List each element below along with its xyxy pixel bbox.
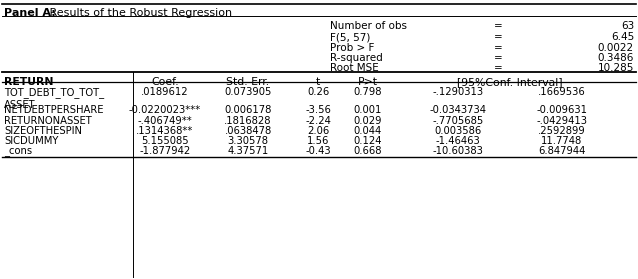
Text: 0.668: 0.668 <box>353 146 382 156</box>
Text: 6.45: 6.45 <box>611 32 634 42</box>
Text: .0189612: .0189612 <box>141 87 189 97</box>
Text: 2.06: 2.06 <box>307 126 329 136</box>
Text: Panel A:: Panel A: <box>4 8 56 18</box>
Text: -10.60383: -10.60383 <box>433 146 484 156</box>
Text: RETURN: RETURN <box>4 77 54 87</box>
Text: -2.24: -2.24 <box>305 116 331 126</box>
Text: 1.56: 1.56 <box>307 136 329 146</box>
Text: [95%Conf. Interval]: [95%Conf. Interval] <box>457 77 563 87</box>
Text: 0.0022: 0.0022 <box>598 43 634 53</box>
Text: =: = <box>494 32 502 42</box>
Text: .1816828: .1816828 <box>224 116 272 126</box>
Text: -0.0343734: -0.0343734 <box>429 105 487 115</box>
Text: -0.009631: -0.009631 <box>537 105 588 115</box>
Text: 11.7748: 11.7748 <box>542 136 582 146</box>
Text: NETDEBTPERSHARE: NETDEBTPERSHARE <box>4 105 103 115</box>
Text: -.7705685: -.7705685 <box>433 116 484 126</box>
Text: -1.46463: -1.46463 <box>436 136 480 146</box>
Text: 0.006178: 0.006178 <box>225 105 272 115</box>
Text: P>t: P>t <box>358 77 378 87</box>
Text: 5.155085: 5.155085 <box>141 136 189 146</box>
Text: -0.43: -0.43 <box>305 146 331 156</box>
Text: -0.0220023***: -0.0220023*** <box>129 105 201 115</box>
Text: 0.798: 0.798 <box>353 87 382 97</box>
Text: _cons: _cons <box>4 146 32 156</box>
Text: .0638478: .0638478 <box>225 126 272 136</box>
Text: SICDUMMY: SICDUMMY <box>4 136 58 146</box>
Text: 0.3486: 0.3486 <box>598 53 634 63</box>
Text: =: = <box>494 63 502 73</box>
Text: t: t <box>316 77 320 87</box>
Text: -.1290313: -.1290313 <box>433 87 484 97</box>
Text: TOT_DEBT_TO_TOT_
ASSET: TOT_DEBT_TO_TOT_ ASSET <box>4 87 104 110</box>
Text: -1.877942: -1.877942 <box>139 146 191 156</box>
Text: Coef.: Coef. <box>151 77 179 87</box>
Text: 3.30578: 3.30578 <box>228 136 269 146</box>
Text: 6.847944: 6.847944 <box>538 146 586 156</box>
Text: 0.029: 0.029 <box>353 116 382 126</box>
Text: 4.37571: 4.37571 <box>227 146 269 156</box>
Text: 0.044: 0.044 <box>354 126 382 136</box>
Text: .1314368**: .1314368** <box>137 126 194 136</box>
Text: 0.001: 0.001 <box>354 105 382 115</box>
Text: R-squared: R-squared <box>330 53 383 63</box>
Text: Prob > F: Prob > F <box>330 43 375 53</box>
Text: 0.26: 0.26 <box>307 87 329 97</box>
Text: .2592899: .2592899 <box>538 126 586 136</box>
Text: SIZEOFTHESPIN: SIZEOFTHESPIN <box>4 126 82 136</box>
Text: .1669536: .1669536 <box>538 87 586 97</box>
Text: Root MSE: Root MSE <box>330 63 379 73</box>
Text: 0.003586: 0.003586 <box>434 126 482 136</box>
Text: -3.56: -3.56 <box>305 105 331 115</box>
Text: 0.073905: 0.073905 <box>225 87 272 97</box>
Text: 10.285: 10.285 <box>598 63 634 73</box>
Text: =: = <box>494 21 502 31</box>
Text: 0.124: 0.124 <box>353 136 382 146</box>
Text: =: = <box>494 43 502 53</box>
Text: Results of the Robust Regression: Results of the Robust Regression <box>46 8 232 18</box>
Text: 63: 63 <box>621 21 634 31</box>
Text: RETURNONASSET: RETURNONASSET <box>4 116 92 126</box>
Text: =: = <box>494 53 502 63</box>
Text: -.406749**: -.406749** <box>138 116 193 126</box>
Text: Std. Err.: Std. Err. <box>226 77 270 87</box>
Text: -.0429413: -.0429413 <box>537 116 588 126</box>
Text: F(5, 57): F(5, 57) <box>330 32 371 42</box>
Text: Number of obs: Number of obs <box>330 21 407 31</box>
